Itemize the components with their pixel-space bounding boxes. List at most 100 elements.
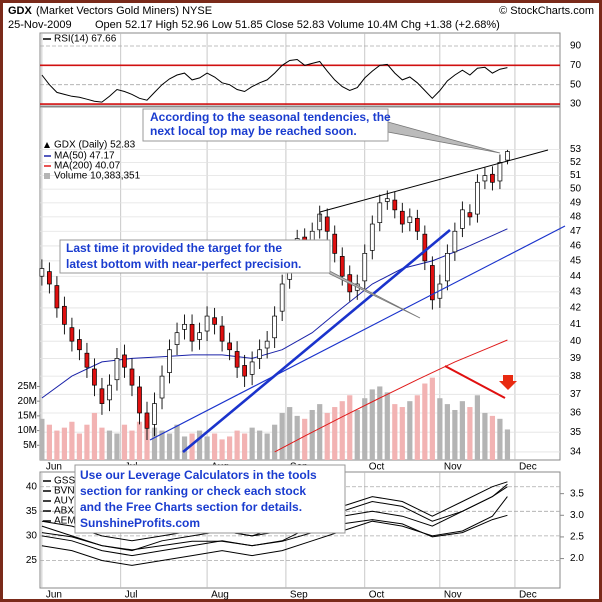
candle-body bbox=[69, 327, 75, 342]
arrow bbox=[499, 375, 517, 390]
security-name: (Market Vectors Gold Miners) NYSE bbox=[36, 5, 212, 17]
legend-label: GSS bbox=[54, 476, 75, 487]
x-tick-label: Jun bbox=[46, 590, 62, 601]
y-tick-label: 39 bbox=[570, 353, 582, 364]
candle-body bbox=[114, 358, 120, 381]
y-tick-label: 36 bbox=[570, 408, 582, 419]
candle-body bbox=[212, 317, 217, 325]
volume-bar bbox=[332, 407, 338, 460]
candle-body bbox=[167, 349, 172, 373]
rsi-panel bbox=[39, 32, 561, 107]
note-text: SunshineProfits.com bbox=[80, 516, 200, 530]
y2-tick-label: 3.0 bbox=[570, 510, 584, 521]
volume-bar bbox=[69, 421, 75, 460]
volume-bar bbox=[504, 429, 511, 460]
volume-bar bbox=[309, 409, 315, 460]
y-tick-label: 44 bbox=[570, 271, 582, 282]
candle-body bbox=[227, 342, 232, 351]
volume-bar bbox=[114, 433, 120, 460]
volume-bar bbox=[354, 409, 360, 460]
volume-bar bbox=[459, 401, 465, 460]
candle-body bbox=[54, 285, 60, 309]
candle-body bbox=[257, 349, 262, 359]
candle-body bbox=[197, 332, 202, 340]
y2-tick-label: 2.0 bbox=[570, 553, 584, 564]
candle-body bbox=[384, 198, 390, 202]
ma-line bbox=[274, 339, 508, 453]
legend-label: MA(200) 40.07 bbox=[54, 161, 121, 172]
volume-bar bbox=[392, 404, 398, 460]
legend-label: MA(50) 47.17 bbox=[54, 151, 115, 162]
candle-body bbox=[407, 216, 413, 223]
volume-bar bbox=[189, 433, 195, 460]
volume-bar bbox=[482, 412, 488, 460]
y-tick-label: 70 bbox=[570, 60, 582, 71]
volume-bar bbox=[129, 430, 135, 460]
x-tick-label: Dec bbox=[519, 462, 537, 473]
candle-body bbox=[279, 283, 285, 312]
volume-bar bbox=[437, 398, 443, 460]
note-text: latest bottom with near-perfect precisio… bbox=[66, 257, 301, 271]
candle-body bbox=[362, 253, 368, 282]
volume-bar bbox=[234, 430, 240, 460]
y-tick-label: 50 bbox=[570, 79, 582, 90]
volume-bar bbox=[362, 398, 368, 460]
y-tick-label: 46 bbox=[570, 241, 582, 252]
candle-body bbox=[377, 202, 383, 223]
legend-label: Volume 10,383,351 bbox=[54, 171, 141, 182]
candle-body bbox=[460, 209, 465, 229]
volume-bar bbox=[84, 424, 90, 460]
volume-bar bbox=[136, 421, 143, 460]
candle-body bbox=[249, 361, 255, 375]
volume-bar bbox=[121, 424, 128, 460]
candle-body bbox=[47, 271, 52, 285]
y2-tick-label: 15M bbox=[18, 411, 37, 422]
date: 25-Nov-2009 bbox=[8, 19, 72, 31]
y2-tick-label: 5M bbox=[23, 440, 37, 451]
volume-bar bbox=[497, 418, 503, 460]
volume-bar bbox=[422, 383, 428, 460]
support-line-bold bbox=[182, 229, 451, 453]
candle-body bbox=[204, 315, 210, 332]
volume-bar bbox=[257, 430, 263, 460]
volume-bar bbox=[174, 424, 180, 460]
candle-body bbox=[219, 325, 225, 342]
y-tick-label: 52 bbox=[570, 157, 582, 168]
volume-bar bbox=[384, 392, 390, 460]
y-tick-label: 51 bbox=[570, 170, 582, 181]
candle-body bbox=[77, 339, 82, 351]
candle-body bbox=[39, 268, 45, 277]
volume-bar bbox=[444, 404, 450, 460]
volume-bar bbox=[99, 427, 105, 460]
candle-body bbox=[399, 210, 405, 225]
x-tick-label: Oct bbox=[369, 590, 385, 601]
series-line bbox=[41, 58, 508, 103]
candle-body bbox=[422, 233, 428, 262]
candle-body bbox=[152, 403, 157, 425]
volume-bar bbox=[91, 412, 98, 460]
legend-label: RSI(14) 67.66 bbox=[54, 34, 117, 45]
candle-body bbox=[482, 175, 488, 182]
source: © StockCharts.com bbox=[499, 5, 594, 17]
candle-body bbox=[452, 230, 458, 253]
y-tick-label: 40 bbox=[26, 481, 38, 492]
resistance-line bbox=[319, 149, 549, 213]
candle-body bbox=[497, 162, 503, 182]
volume-bar bbox=[429, 377, 435, 460]
symbol: GDX bbox=[8, 5, 33, 17]
volume-bar bbox=[452, 409, 458, 460]
candle-body bbox=[445, 253, 450, 282]
legend-label: AEM bbox=[54, 516, 76, 527]
x-tick-label: Oct bbox=[369, 462, 385, 473]
ma-line bbox=[41, 228, 508, 399]
candle-body bbox=[92, 368, 97, 386]
candle-body bbox=[324, 216, 330, 232]
candle-body bbox=[264, 340, 270, 349]
overlay: According to the seasonal tendencies, th… bbox=[59, 108, 566, 534]
volume-bar bbox=[377, 386, 383, 460]
volume-bar bbox=[61, 427, 68, 460]
candle-body bbox=[339, 256, 345, 277]
candle-body bbox=[392, 199, 398, 211]
volume-bar bbox=[272, 424, 278, 460]
